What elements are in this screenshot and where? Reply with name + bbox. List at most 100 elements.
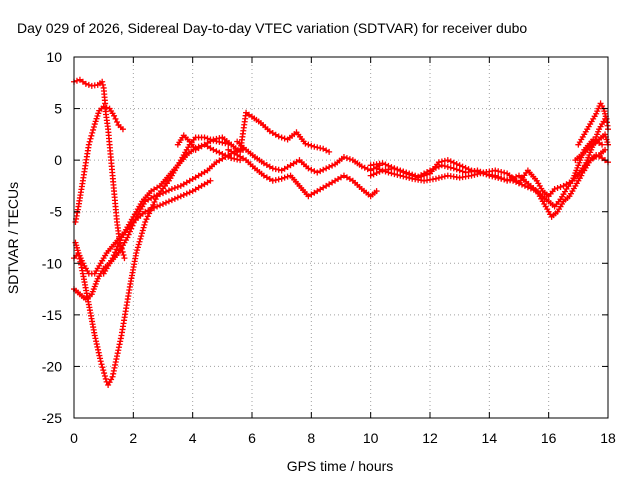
data-point — [326, 164, 333, 171]
data-point — [453, 166, 460, 173]
data-point — [125, 231, 132, 238]
data-point — [162, 199, 169, 206]
data-point — [317, 145, 324, 152]
series-track-4 — [102, 105, 128, 262]
tick-marks — [73, 56, 609, 419]
data-point — [305, 141, 312, 148]
data-point — [391, 165, 398, 172]
data-point — [216, 149, 223, 156]
data-point — [453, 161, 460, 168]
data-point — [385, 162, 392, 169]
data-point — [385, 169, 392, 176]
data-point — [91, 121, 98, 128]
data-point — [114, 118, 121, 125]
data-point — [468, 172, 475, 179]
data-point — [171, 184, 178, 191]
series-track-3 — [72, 141, 244, 388]
x-axis-label: GPS time / hours — [287, 458, 394, 474]
data-point — [326, 148, 333, 155]
data-point — [346, 156, 353, 163]
y-tick-label: 5 — [54, 101, 62, 117]
y-tick-label: 0 — [54, 152, 62, 168]
y-tick-label: -25 — [42, 410, 62, 426]
data-point — [435, 159, 442, 166]
data-point — [320, 166, 327, 173]
data-point — [213, 135, 220, 142]
data-point — [456, 162, 463, 169]
data-point — [367, 172, 374, 179]
data-point — [186, 189, 193, 196]
data-point — [120, 252, 127, 259]
data-point — [180, 191, 187, 198]
data-point — [96, 352, 103, 359]
data-point — [95, 346, 102, 353]
data-point — [102, 375, 109, 382]
data-point — [438, 158, 445, 165]
data-point — [145, 207, 152, 214]
data-point — [93, 115, 100, 122]
data-point — [441, 157, 448, 164]
series-track-8 — [174, 109, 333, 155]
data-point — [210, 136, 217, 143]
data-point — [219, 139, 226, 146]
data-point — [95, 110, 102, 117]
data-point — [284, 173, 291, 180]
data-point — [554, 184, 561, 191]
data-point — [343, 155, 350, 162]
data-point — [113, 246, 120, 253]
data-point — [281, 135, 288, 142]
data-point — [82, 80, 89, 87]
series-track-5 — [71, 146, 247, 303]
series-track-1 — [71, 76, 109, 107]
data-point — [98, 361, 105, 368]
y-tick-label: -10 — [42, 255, 62, 271]
data-point — [85, 81, 92, 88]
data-point — [501, 176, 508, 183]
series-line — [370, 118, 606, 218]
data-point — [117, 237, 124, 244]
data-point — [73, 77, 80, 84]
x-tick-label: 8 — [307, 430, 315, 446]
data-point — [174, 194, 181, 201]
data-point — [272, 166, 279, 173]
data-point — [93, 341, 100, 348]
data-point — [151, 204, 158, 211]
x-tick-label: 6 — [248, 430, 256, 446]
data-point — [94, 343, 101, 350]
data-point — [599, 141, 606, 148]
data-point — [275, 133, 282, 140]
data-point — [447, 164, 454, 171]
series-track-15 — [572, 131, 611, 164]
data-point — [400, 173, 407, 180]
data-point — [278, 175, 285, 182]
data-point — [157, 202, 164, 209]
data-point — [157, 191, 164, 198]
data-point — [275, 176, 282, 183]
data-point — [450, 165, 457, 172]
data-point — [394, 166, 401, 173]
data-point — [459, 163, 466, 170]
data-point — [92, 118, 99, 125]
data-point — [140, 224, 147, 231]
data-point — [551, 186, 558, 193]
data-point — [444, 157, 451, 164]
data-point — [150, 201, 157, 208]
data-point — [403, 174, 410, 181]
data-point — [135, 241, 142, 248]
data-point — [168, 186, 175, 193]
data-point — [370, 171, 377, 178]
data-point — [88, 132, 95, 139]
data-point — [89, 129, 96, 136]
data-point — [379, 160, 386, 167]
data-point — [142, 208, 149, 215]
data-point — [394, 171, 401, 178]
data-point — [154, 192, 161, 199]
data-point — [314, 169, 321, 176]
data-point — [364, 166, 371, 173]
data-point — [465, 166, 472, 173]
data-point — [93, 338, 100, 345]
data-point — [174, 183, 181, 190]
data-point — [124, 234, 131, 241]
data-point — [447, 158, 454, 165]
